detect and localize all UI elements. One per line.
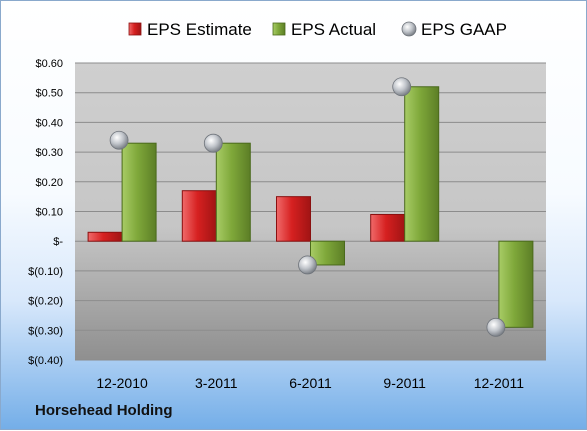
eps-gaap-marker <box>486 317 506 337</box>
eps-estimate-bar <box>370 213 406 242</box>
eps-actual-bar <box>215 142 251 242</box>
legend-label: EPS Actual <box>291 20 376 39</box>
eps-gaap-marker <box>109 130 129 150</box>
eps-estimate-bar <box>181 190 217 242</box>
y-tick-label: $(0.10) <box>28 266 63 278</box>
legend-label: EPS GAAP <box>421 20 507 39</box>
eps-estimate-bar <box>87 231 123 242</box>
eps-actual-bar <box>310 240 345 266</box>
y-tick-label: $(0.40) <box>28 355 63 367</box>
eps-estimate-bar <box>276 196 311 242</box>
legend-swatch <box>401 21 417 37</box>
x-tick-label: 12-2011 <box>474 375 525 391</box>
y-tick-label: $(0.20) <box>28 296 63 308</box>
y-tick-label: $0.10 <box>35 207 63 219</box>
y-tick-label: $0.40 <box>35 117 63 129</box>
y-tick-label: $0.50 <box>35 88 63 100</box>
y-tick-label: $0.60 <box>35 58 63 70</box>
x-tick-label: 12-2010 <box>96 375 148 391</box>
legend-swatch <box>128 22 142 36</box>
x-tick-label: 3-2011 <box>195 375 238 391</box>
y-tick-label: $0.20 <box>35 177 63 189</box>
y-tick-label: $0.30 <box>35 147 63 159</box>
x-tick-label: 9-2011 <box>383 375 426 391</box>
eps-gaap-marker <box>203 133 223 153</box>
x-tick-label: 6-2011 <box>289 375 332 391</box>
y-tick-label: $(0.30) <box>28 325 63 337</box>
legend-label: EPS Estimate <box>147 20 252 39</box>
y-tick-label: $- <box>53 236 63 248</box>
company-name: Horsehead Holding <box>35 402 173 419</box>
legend-swatch <box>272 22 286 36</box>
eps-actual-bar <box>121 142 157 242</box>
eps-gaap-marker <box>298 255 317 275</box>
eps-gaap-marker <box>392 77 412 97</box>
eps-actual-bar <box>404 86 440 242</box>
eps-actual-bar <box>498 240 534 328</box>
